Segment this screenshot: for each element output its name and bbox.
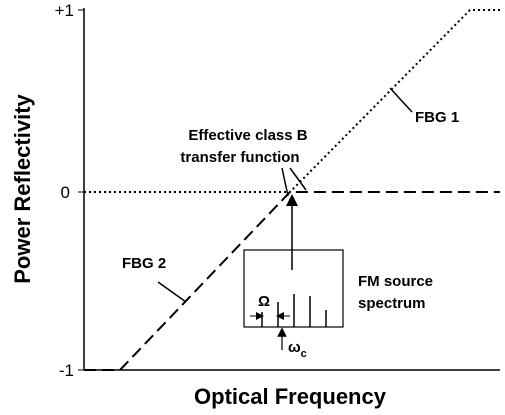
y-tick-label: -1 [59,361,74,380]
fbg1-curve [84,9,500,193]
annotation: FM source [358,273,433,290]
y-tick-label: 0 [61,183,70,202]
x-axis-label: Optical Frequency [194,384,387,409]
annotation: spectrum [358,295,426,312]
leader [281,167,289,197]
carrier: ω [288,339,301,356]
leader [389,87,413,113]
annotation: ωc [288,339,307,360]
annotation: transfer function [180,149,299,166]
annotation: Ω [258,293,270,310]
y-axis-label: Power Reflectivity [10,93,35,283]
y-tick-label: +1 [55,1,74,20]
leader [157,281,187,303]
annotation: FBG 1 [415,109,459,126]
fbg2-curve [84,191,500,371]
leader [289,167,307,191]
annotation: Effective class B [188,127,307,144]
annotation: FBG 2 [122,255,166,272]
carrier-sub: c [301,348,307,360]
